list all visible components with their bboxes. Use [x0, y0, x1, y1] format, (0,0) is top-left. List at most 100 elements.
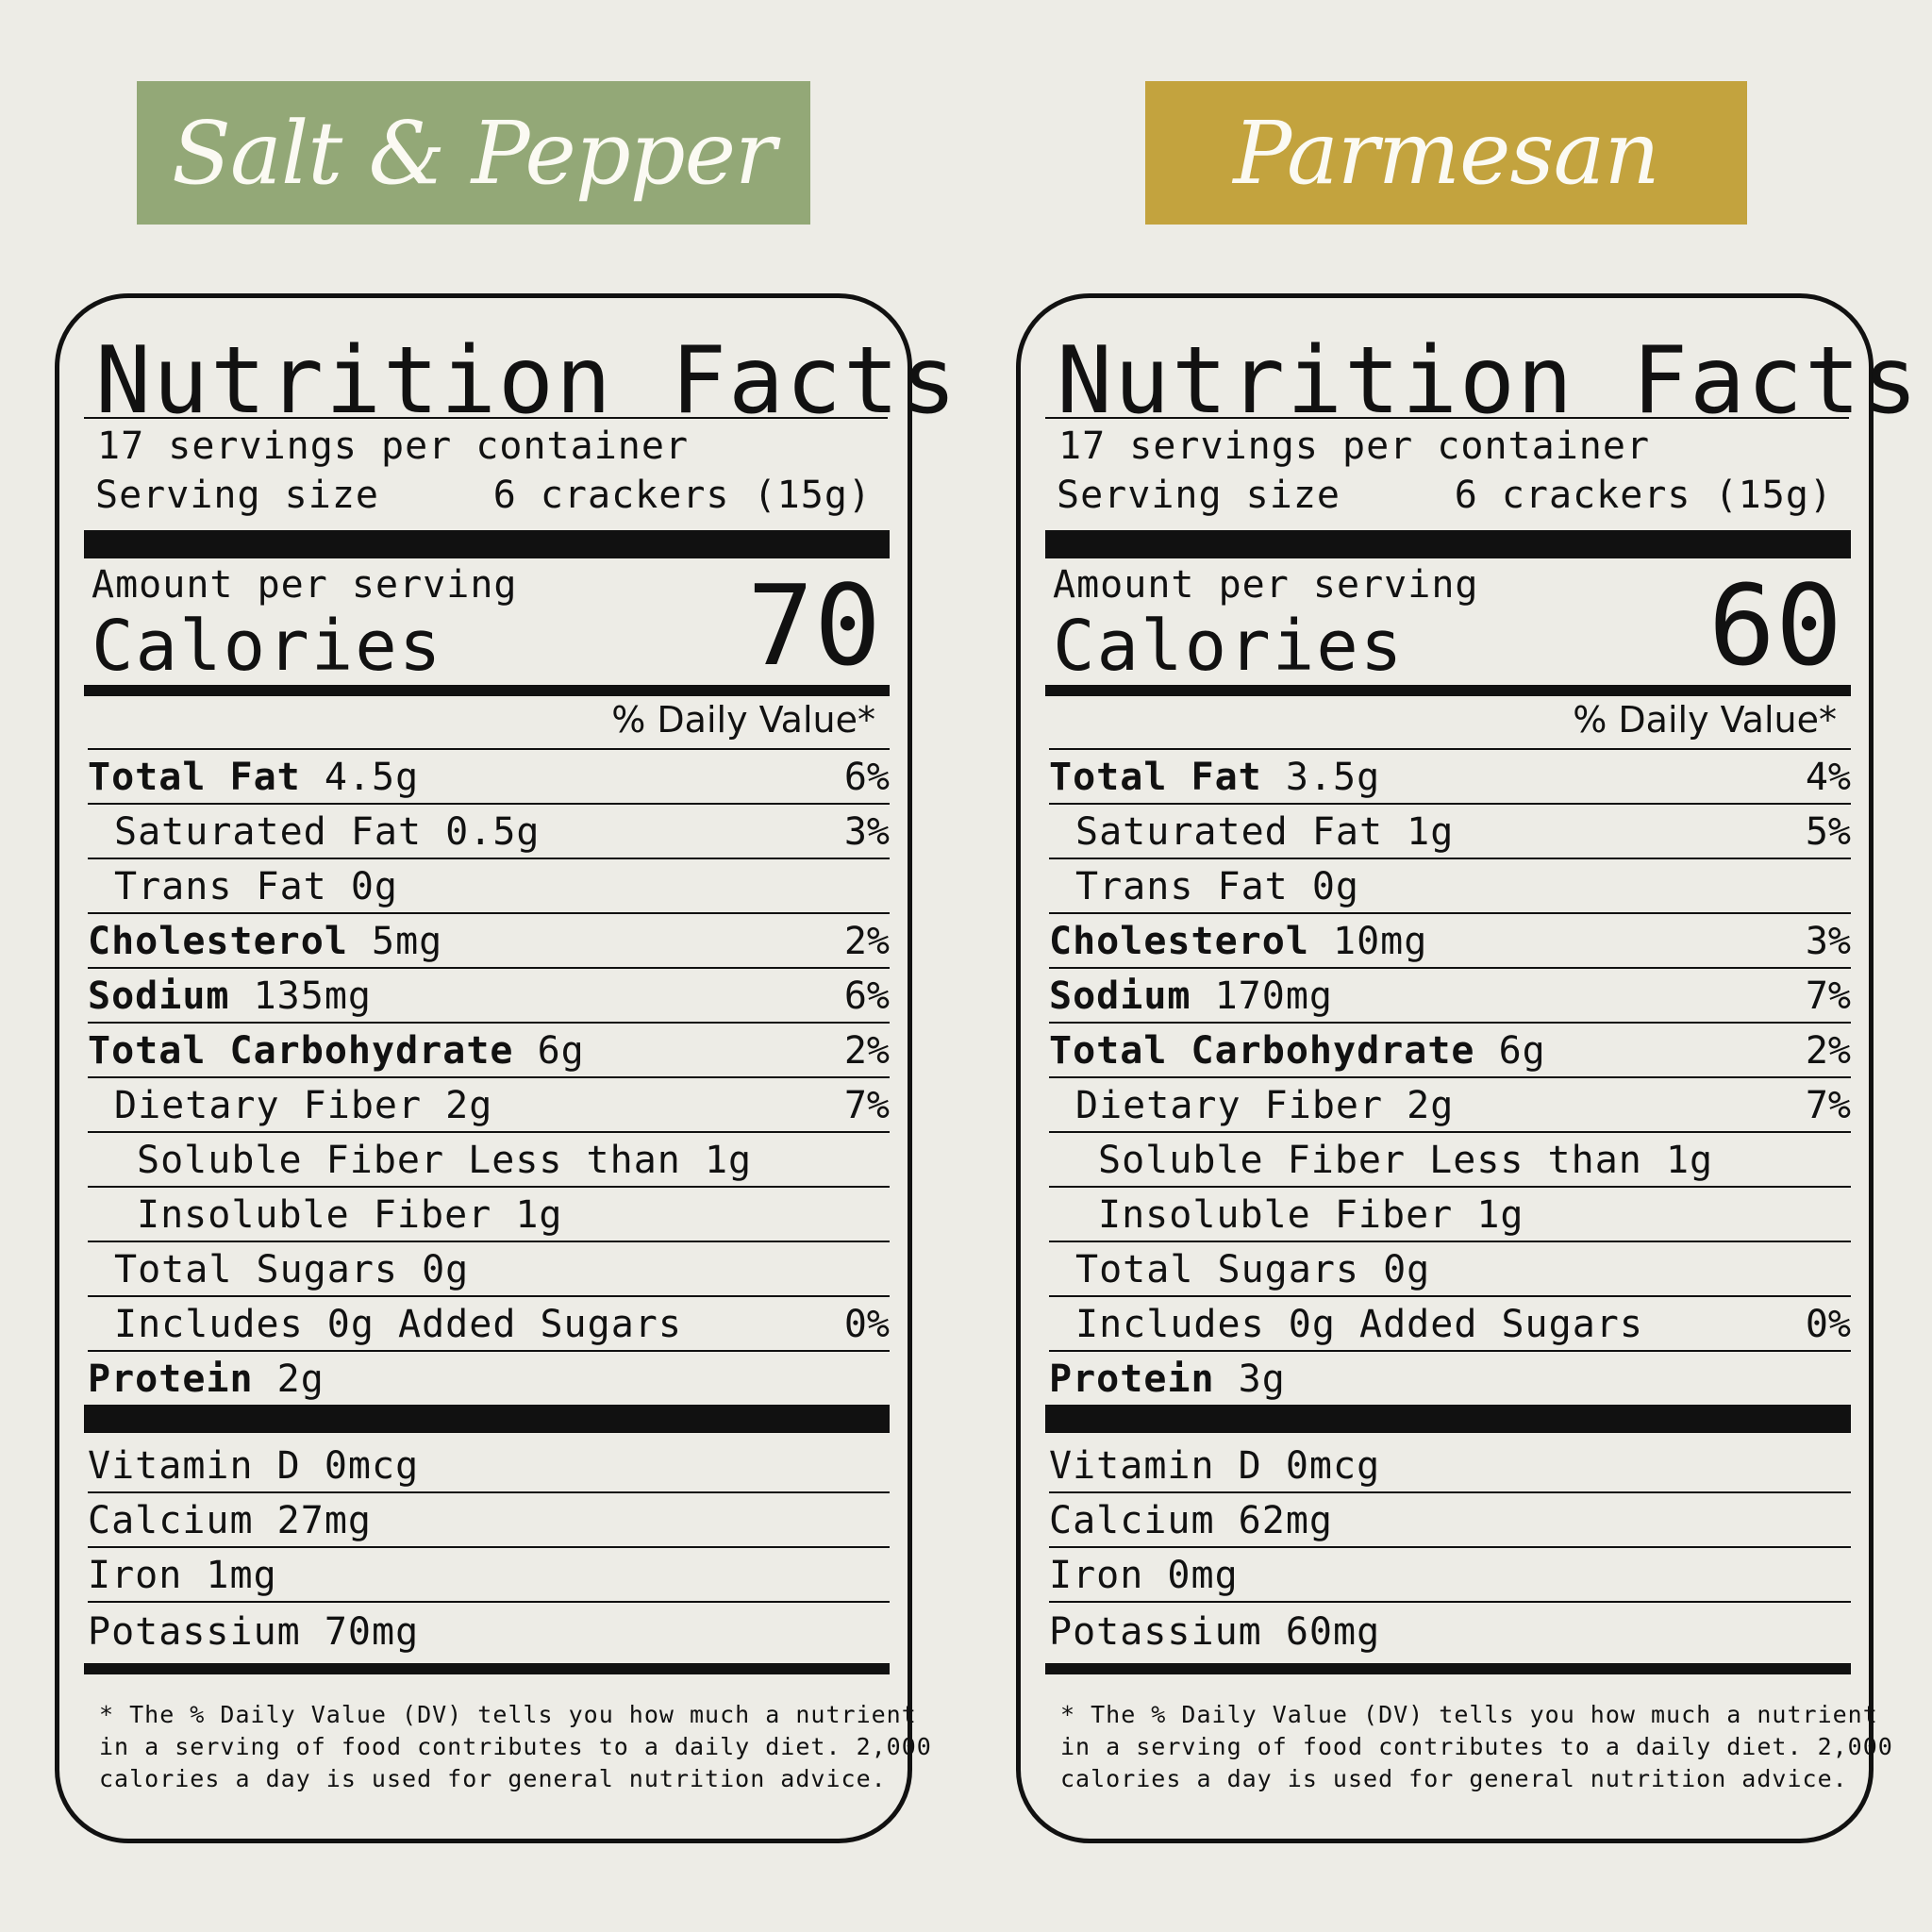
nutrient-label: Insoluble Fiber 1g: [137, 1191, 562, 1239]
daily-value-footnote: * The % Daily Value (DV) tells you how m…: [99, 1701, 932, 1792]
nutrient-amount: Saturated Fat 0.5g: [114, 810, 541, 854]
nutrient-daily-value: 6%: [843, 974, 890, 1018]
nutrient-daily-value: 7%: [1805, 974, 1851, 1018]
vitamin-row: Potassium 70mg: [88, 1603, 890, 1657]
nutrient-amount: 3.5g: [1261, 756, 1381, 799]
nutrient-row: Dietary Fiber 2g 7%: [1049, 1076, 1851, 1131]
nutrient-row: Insoluble Fiber 1g: [1049, 1186, 1851, 1241]
medium-divider: [84, 1663, 890, 1674]
nutrient-row: Saturated Fat 1g 5%: [1049, 803, 1851, 858]
amount-per-serving: Amount per serving: [92, 563, 518, 607]
flavor-title: Parmesan: [1233, 102, 1660, 204]
daily-value-header: % Daily Value*: [1573, 699, 1837, 741]
nutrition-label-parmesan: Nutrition Facts 17 servings per container…: [1016, 293, 1918, 1843]
vitamin-row: Vitamin D 0mcg: [88, 1439, 890, 1493]
nutrient-name: Sodium: [1049, 974, 1191, 1018]
nutrient-label: Saturated Fat 1g: [1075, 808, 1454, 856]
divider: [84, 417, 888, 419]
nutrient-label: Trans Fat 0g: [1075, 863, 1359, 910]
nutrient-amount: Total Sugars 0g: [114, 1248, 470, 1291]
nutrient-row: Soluble Fiber Less than 1g: [88, 1131, 890, 1186]
vitamin-label: Vitamin D 0mcg: [1049, 1444, 1381, 1488]
vitamin-row: Vitamin D 0mcg: [1049, 1439, 1851, 1493]
thick-divider: [84, 1405, 890, 1433]
nutrient-name: Total Fat: [88, 756, 301, 799]
flavor-banner-salt-pepper: Salt & Pepper: [137, 81, 810, 225]
nutrient-amount: Dietary Fiber 2g: [114, 1084, 493, 1127]
calories-value: 60: [1707, 560, 1842, 691]
vitamin-row: Iron 0mg: [1049, 1548, 1851, 1603]
daily-value-header: % Daily Value*: [611, 699, 875, 741]
nutrient-name: Protein: [1049, 1357, 1215, 1401]
nutrient-name: Total Fat: [1049, 756, 1262, 799]
nutrient-label: Cholesterol 10mg: [1049, 918, 1427, 965]
calories-label: Calories: [92, 606, 443, 687]
nutrient-amount: 6g: [513, 1029, 585, 1073]
nutrient-amount: Trans Fat 0g: [114, 865, 398, 908]
flavor-title: Salt & Pepper: [171, 102, 776, 204]
nutrient-row: Trans Fat 0g: [1049, 858, 1851, 912]
nutrient-amount: 4.5g: [300, 756, 420, 799]
nutrient-row: Insoluble Fiber 1g: [88, 1186, 890, 1241]
nutrient-row: Cholesterol 5mg 2%: [88, 912, 890, 967]
nutrient-label: Sodium 170mg: [1049, 973, 1333, 1020]
nutrient-row: Protein 3g: [1049, 1350, 1851, 1405]
serving-size-label: Serving size: [1057, 474, 1341, 517]
servings-per-container: 17 servings per container: [1058, 425, 1651, 468]
vitamin-label: Iron 0mg: [1049, 1554, 1239, 1597]
thick-divider: [1045, 530, 1851, 558]
nutrient-daily-value: 0%: [843, 1303, 890, 1346]
nutrient-row: Total Carbohydrate 6g 2%: [1049, 1022, 1851, 1076]
nutrient-amount: Includes 0g Added Sugars: [1075, 1303, 1643, 1346]
nutrient-daily-value: 7%: [1805, 1084, 1851, 1127]
nutrition-label-salt-pepper: Nutrition Facts 17 servings per container…: [55, 293, 957, 1843]
nutrient-row: Soluble Fiber Less than 1g: [1049, 1131, 1851, 1186]
nutrition-facts-title: Nutrition Facts: [1057, 327, 1921, 435]
serving-size-value: 6 crackers (15g): [1454, 474, 1833, 517]
nutrient-label: Total Fat 3.5g: [1049, 754, 1380, 801]
nutrient-label: Includes 0g Added Sugars: [1075, 1301, 1643, 1348]
nutrient-name: Cholesterol: [88, 920, 348, 963]
nutrient-row: Includes 0g Added Sugars 0%: [88, 1295, 890, 1350]
nutrient-amount: 10mg: [1308, 920, 1428, 963]
nutrient-amount: Total Sugars 0g: [1075, 1248, 1431, 1291]
nutrient-label: Saturated Fat 0.5g: [114, 808, 540, 856]
calories-value: 70: [746, 560, 881, 691]
nutrient-amount: Insoluble Fiber 1g: [1098, 1193, 1524, 1237]
nutrient-amount: 6g: [1474, 1029, 1546, 1073]
vitamin-label: Vitamin D 0mcg: [88, 1444, 420, 1488]
nutrient-label: Dietary Fiber 2g: [114, 1082, 492, 1129]
nutrient-amount: Insoluble Fiber 1g: [137, 1193, 563, 1237]
nutrient-label: Total Fat 4.5g: [88, 754, 419, 801]
servings-per-container: 17 servings per container: [97, 425, 690, 468]
nutrient-amount: 2g: [253, 1357, 325, 1401]
nutrient-daily-value: 0%: [1805, 1303, 1851, 1346]
nutrient-row: Protein 2g: [88, 1350, 890, 1405]
flavor-banner-parmesan: Parmesan: [1145, 81, 1747, 225]
nutrient-label: Total Carbohydrate 6g: [88, 1027, 585, 1074]
nutrient-label: Insoluble Fiber 1g: [1098, 1191, 1524, 1239]
nutrient-name: Cholesterol: [1049, 920, 1309, 963]
serving-size-label: Serving size: [95, 474, 379, 517]
nutrient-row: Saturated Fat 0.5g 3%: [88, 803, 890, 858]
nutrient-amount: Trans Fat 0g: [1075, 865, 1359, 908]
vitamin-row: Calcium 27mg: [88, 1493, 890, 1548]
nutrient-label: Total Sugars 0g: [114, 1246, 469, 1293]
nutrient-row: Total Fat 4.5g 6%: [88, 748, 890, 803]
nutrient-label: Protein 2g: [88, 1356, 325, 1403]
nutrient-label: Cholesterol 5mg: [88, 918, 442, 965]
nutrient-row: Total Sugars 0g: [88, 1241, 890, 1295]
nutrient-amount: Soluble Fiber Less than 1g: [1098, 1139, 1714, 1182]
medium-divider: [84, 685, 890, 696]
nutrient-label: Total Carbohydrate 6g: [1049, 1027, 1546, 1074]
nutrient-row: Total Carbohydrate 6g 2%: [88, 1022, 890, 1076]
nutrient-name: Protein: [88, 1357, 254, 1401]
vitamin-label: Potassium 60mg: [1049, 1610, 1381, 1654]
medium-divider: [1045, 685, 1851, 696]
nutrient-label: Total Sugars 0g: [1075, 1246, 1430, 1293]
thick-divider: [84, 530, 890, 558]
nutrient-row: Total Sugars 0g: [1049, 1241, 1851, 1295]
nutrient-amount: Includes 0g Added Sugars: [114, 1303, 682, 1346]
nutrient-daily-value: 2%: [1805, 1029, 1851, 1073]
nutrient-amount: 5mg: [347, 920, 443, 963]
